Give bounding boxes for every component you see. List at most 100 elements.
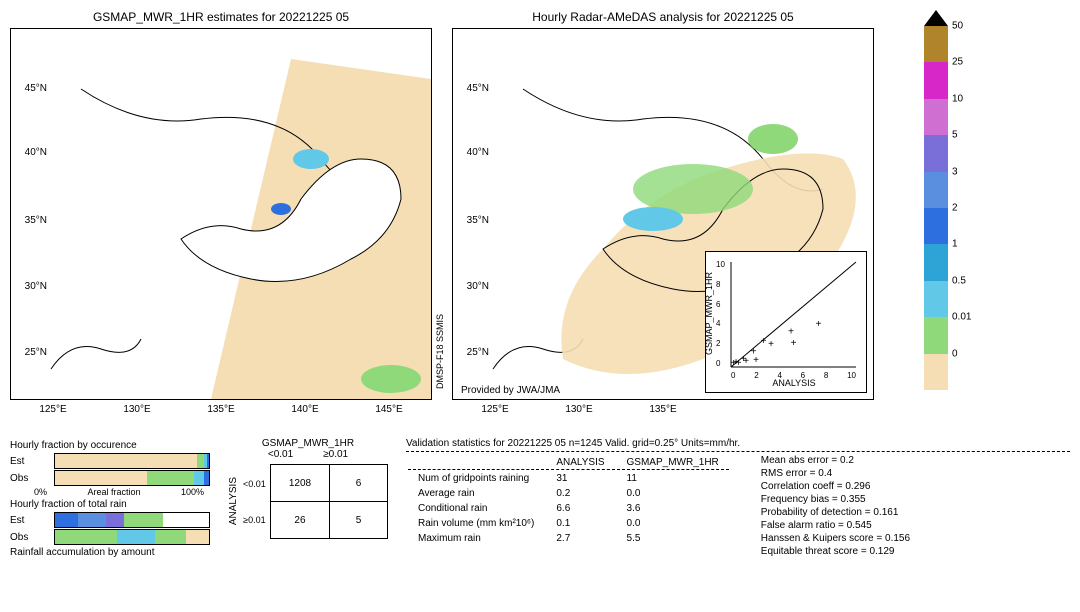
colorbar: 50251053210.50.010 — [924, 26, 948, 406]
top-row: GSMAP_MWR_1HR estimates for 20221225 05 … — [10, 10, 1070, 410]
scatter-point-icon: + — [753, 355, 759, 366]
stats-cell: 2.7 — [546, 532, 614, 545]
fraction-segment — [204, 471, 209, 485]
fraction-bar — [54, 512, 210, 528]
stats-metrics: Mean abs error = 0.2RMS error = 0.4Corre… — [761, 454, 910, 558]
stats-cell: 11 — [617, 472, 729, 485]
fraction-segment — [106, 513, 124, 527]
lat-tick: 35°N — [25, 215, 47, 226]
cont-cell: 26 — [270, 502, 329, 539]
tot-title: Hourly fraction of total rain — [10, 499, 210, 510]
colorbar-tick: 10 — [952, 93, 963, 104]
stats-metric: Equitable threat score = 0.129 — [761, 545, 910, 558]
colorbar-segment — [924, 208, 948, 244]
left-map-svg: 45°N 40°N 35°N 30°N 25°N — [11, 29, 431, 399]
stats-metric: False alarm ratio = 0.545 — [761, 519, 910, 532]
rain-area-icon — [623, 207, 683, 231]
tick: 0 — [716, 359, 725, 368]
stats-cell: 0.0 — [617, 487, 729, 500]
xaxis-mid: Areal fraction — [87, 487, 140, 497]
col-header: ≥0.01 — [323, 449, 348, 460]
cont-cell: 5 — [330, 502, 388, 539]
lon-tick: 130°E — [565, 404, 592, 415]
scatter-inset: ++++++++++++ ANALYSIS GSMAP_MWR_1HR 0 2 … — [705, 251, 867, 393]
contingency-title: GSMAP_MWR_1HR — [228, 438, 388, 449]
scatter-ylabel: GSMAP_MWR_1HR — [704, 272, 714, 355]
cont-row-label: ANALYSIS — [228, 477, 239, 525]
stats-hdr — [408, 456, 544, 470]
stats-table: ANALYSIS GSMAP_MWR_1HR Num of gridpoints… — [406, 454, 731, 547]
stats-cell: 31 — [546, 472, 614, 485]
stats-row: Maximum rain2.75.5 — [408, 532, 729, 545]
lat-tick: 30°N — [467, 281, 489, 292]
stats-metric: Probability of detection = 0.161 — [761, 506, 910, 519]
stats-cell: Num of gridpoints raining — [408, 472, 544, 485]
colorbar-arrow-icon — [924, 10, 948, 26]
cont-cell: 1208 — [270, 465, 329, 502]
tick: 8 — [824, 371, 828, 380]
stats-cell: 0.1 — [546, 517, 614, 530]
colorbar-tick: 0.5 — [952, 275, 966, 286]
colorbar-tick: 2 — [952, 203, 958, 214]
fraction-label: Obs — [10, 532, 30, 543]
acc-title: Rainfall accumulation by amount — [10, 547, 210, 558]
stats-cell: 3.6 — [617, 502, 729, 515]
scatter-point-icon: + — [816, 319, 822, 330]
stats-metric: Frequency bias = 0.355 — [761, 493, 910, 506]
scatter-point-icon: + — [768, 339, 774, 350]
lat-tick: 45°N — [25, 83, 47, 94]
fraction-segment — [117, 530, 156, 544]
colorbar-segment — [924, 99, 948, 135]
colorbar-segment — [924, 354, 948, 390]
lat-tick: 25°N — [25, 347, 47, 358]
tick: 6 — [801, 371, 805, 380]
left-map-panel: GSMAP_MWR_1HR estimates for 20221225 05 … — [10, 10, 432, 410]
col-header: <0.01 — [268, 449, 293, 460]
stats-title: Validation statistics for 20221225 05 n=… — [406, 438, 1070, 452]
stats-cell: Maximum rain — [408, 532, 544, 545]
rain-patch-icon — [361, 365, 421, 393]
rain-area-icon — [748, 124, 798, 154]
left-map-box: 45°N 40°N 35°N 30°N 25°N DMSP-F18 SSMIS … — [10, 28, 432, 400]
lat-tick: 25°N — [467, 347, 489, 358]
fraction-label: Obs — [10, 473, 30, 484]
lon-ticks-row: 125°E 130°E 135°E 140°E 145°E — [11, 404, 431, 415]
colorbar-segment — [924, 26, 948, 62]
fraction-bar — [54, 453, 210, 469]
fraction-segment — [78, 513, 106, 527]
stats-cell: Conditional rain — [408, 502, 544, 515]
scatter-point-icon: + — [743, 356, 749, 367]
fraction-segment — [207, 454, 209, 468]
provider-label: Provided by JWA/JMA — [461, 385, 560, 396]
fraction-segment — [124, 513, 163, 527]
scatter-points: ++++++++++++ — [731, 319, 822, 369]
xaxis-left: 0% — [34, 487, 47, 497]
left-map-title: GSMAP_MWR_1HR estimates for 20221225 05 — [10, 10, 432, 24]
fraction-row: Obs — [10, 529, 210, 545]
stats-cell: Rain volume (mm km²10⁶) — [408, 517, 544, 530]
stats-cell: 6.6 — [546, 502, 614, 515]
rain-patch-icon — [271, 203, 291, 215]
stats-metric: Hanssen & Kuipers score = 0.156 — [761, 532, 910, 545]
row-header: <0.01 — [243, 479, 266, 489]
tick: 2 — [716, 339, 725, 348]
satellite-label: DMSP-F18 SSMIS — [435, 314, 445, 389]
fraction-segment — [194, 471, 205, 485]
tick: 0 — [731, 371, 735, 380]
stats-metric: Correlation coeff = 0.296 — [761, 480, 910, 493]
scatter-point-icon: + — [788, 326, 794, 337]
fraction-row: Est — [10, 453, 210, 469]
stats-panel: Validation statistics for 20221225 05 n=… — [406, 438, 1070, 560]
stats-cell: Average rain — [408, 487, 544, 500]
colorbar-segment — [924, 135, 948, 171]
stats-row: Average rain0.20.0 — [408, 487, 729, 500]
fraction-bar — [54, 470, 210, 486]
rain-area-icon — [633, 164, 753, 214]
scatter-yticks: 0 2 4 6 8 10 — [716, 260, 725, 368]
stats-metric: Mean abs error = 0.2 — [761, 454, 910, 467]
row-header: ≥0.01 — [243, 515, 266, 525]
stats-hdr: GSMAP_MWR_1HR — [617, 456, 729, 470]
occ-xaxis: 0% Areal fraction 100% — [34, 487, 204, 497]
colorbar-tick: 25 — [952, 57, 963, 68]
fraction-label: Est — [10, 456, 30, 467]
